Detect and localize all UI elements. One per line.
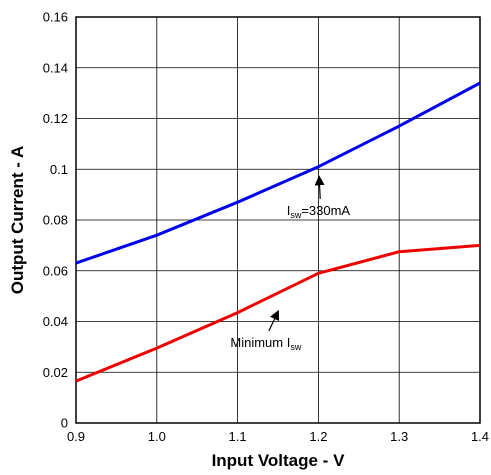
y-tick-label: 0.16 <box>43 10 68 25</box>
y-tick-label: 0.08 <box>43 213 68 228</box>
y-tick-label: 0.06 <box>43 263 68 278</box>
x-axis-title: Input Voltage - V <box>212 451 346 470</box>
annotation-arrow-1 <box>319 177 320 199</box>
x-tick-label: 1.4 <box>471 429 489 444</box>
annotation-label-2: Minimum Isw <box>230 335 301 352</box>
grid <box>76 17 480 423</box>
series-line-2 <box>76 245 480 381</box>
annotation-label-1: Isw=330mA <box>287 203 351 220</box>
y-axis-title: Output Current - A <box>8 146 27 295</box>
annotation-layer: Isw=330mA Minimum Isw <box>230 177 350 352</box>
y-tick-label: 0.02 <box>43 365 68 380</box>
x-tick-label: 1.3 <box>390 429 408 444</box>
y-tick-label: 0 <box>61 416 68 431</box>
x-tick-label: 1.0 <box>148 429 166 444</box>
series-line-1 <box>76 83 480 263</box>
tick-labels: 0.9 1.0 1.1 1.2 1.3 1.4 0 0.02 0.04 0.06 0.08 0.1 0.… <box>43 10 489 445</box>
x-tick-label: 1.2 <box>309 429 327 444</box>
y-tick-label: 0.1 <box>50 162 68 177</box>
y-tick-label: 0.12 <box>43 111 68 126</box>
y-tick-label: 0.14 <box>43 60 68 75</box>
x-tick-label: 1.1 <box>229 429 247 444</box>
y-tick-label: 0.04 <box>43 314 68 329</box>
x-tick-label: 0.9 <box>67 429 85 444</box>
